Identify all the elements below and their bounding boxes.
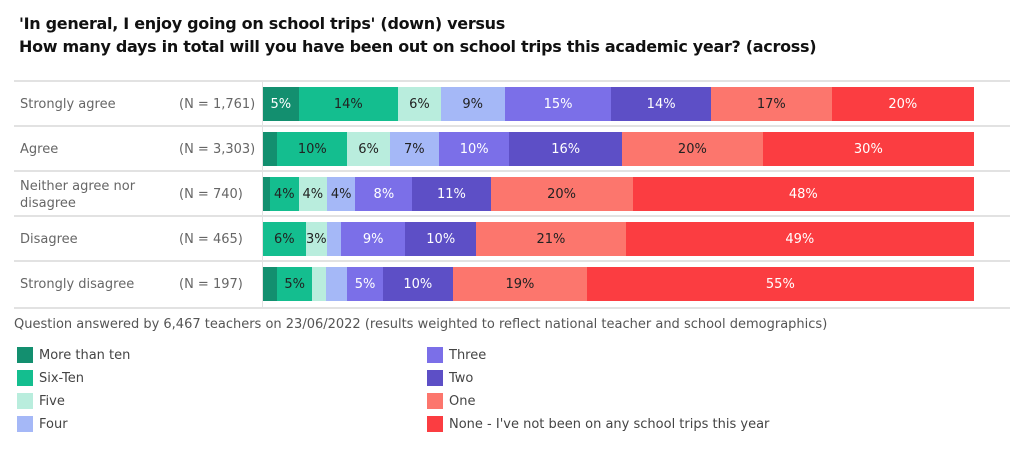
category-label: Strongly agree (20, 97, 116, 112)
legend-swatch (427, 347, 443, 363)
bar-segment (326, 222, 342, 256)
bar-segment: 10% (277, 132, 348, 166)
legend-item: Five (17, 393, 65, 409)
chart-note: Question answered by 6,467 teachers on 2… (14, 317, 828, 332)
legend-label: None - I've not been on any school trips… (449, 416, 770, 432)
bar-segment: 10% (438, 132, 510, 166)
legend-label: More than ten (39, 347, 131, 363)
bar-segment: 19% (453, 267, 587, 301)
category-label: Agree (20, 142, 59, 157)
bar-segment (312, 267, 327, 301)
bar-segment: 48% (632, 177, 974, 211)
stacked-bar: 5% 14% 6% 9% 15% 14% 17% 20% (263, 87, 974, 121)
count-label: (N = 197) (179, 277, 243, 292)
legend-label: Four (39, 416, 68, 432)
bar-segment: 30% (762, 132, 974, 166)
bar-segment: 9% (341, 222, 406, 256)
bar-segment: 15% (504, 87, 612, 121)
bar-row: Strongly disagree (N = 197) 5% 5% 10% 19% 55% (14, 260, 1010, 309)
bar-segment: 5% (263, 87, 299, 121)
bar-segment: 16% (509, 132, 622, 166)
bar-segment: 3% (305, 222, 327, 256)
legend-swatch (17, 393, 33, 409)
bar-segment: 20% (621, 132, 763, 166)
bar-segment: 6% (347, 132, 390, 166)
legend-item: One (427, 393, 475, 409)
category-label: Disagree (20, 232, 78, 247)
bar-segment: 4% (298, 177, 327, 211)
legend-swatch (17, 370, 33, 386)
bar-segment: 17% (710, 87, 832, 121)
category-label: Strongly disagree (20, 277, 135, 292)
bar-segment: 8% (355, 177, 413, 211)
count-label: (N = 740) (179, 187, 243, 202)
chart-subtitle: How many days in total will you have bee… (19, 37, 817, 56)
divider (262, 127, 263, 172)
legend-label: Five (39, 393, 65, 409)
bar-segment: 10% (405, 222, 477, 256)
stacked-bar: 10% 6% 7% 10% 16% 20% 30% (263, 132, 974, 166)
bar-row: Neither agree nor disagree (N = 740) 4% 4% 4… (14, 170, 1010, 217)
divider (262, 82, 263, 127)
legend-swatch (427, 370, 443, 386)
stacked-bar: 4% 4% 4% 8% 11% 20% 48% (263, 177, 974, 211)
count-label: (N = 1,761) (179, 97, 256, 112)
bar-segment: 49% (625, 222, 974, 256)
legend-label: Three (449, 347, 487, 363)
bar-segment: 5% (347, 267, 383, 301)
legend-label: Two (449, 370, 474, 386)
bar-segment: 4% (270, 177, 299, 211)
stacked-bar: 6% 3% 9% 10% 21% 49% (263, 222, 974, 256)
bar-segment: 7% (389, 132, 439, 166)
divider (262, 262, 263, 307)
divider (262, 217, 263, 262)
divider (262, 172, 263, 217)
bar-segment: 9% (440, 87, 505, 121)
bar-segment: 14% (298, 87, 399, 121)
legend-item: None - I've not been on any school trips… (427, 416, 769, 432)
bar-segment: 20% (490, 177, 633, 211)
legend-swatch (427, 416, 443, 432)
bar-segment: 4% (326, 177, 356, 211)
bar-segment: 11% (412, 177, 491, 211)
legend-item: Three (427, 347, 486, 363)
legend-item: More than ten (17, 347, 130, 363)
legend-item: Six-Ten (17, 370, 84, 386)
legend-swatch (17, 416, 33, 432)
count-label: (N = 3,303) (179, 142, 256, 157)
bar-row: Disagree (N = 465) 6% 3% 9% 10% 21% 49% (14, 215, 1010, 262)
bar-segment: 20% (831, 87, 974, 121)
stacked-bar: 5% 5% 10% 19% 55% (263, 267, 974, 301)
legend-item: Four (17, 416, 68, 432)
bar-segment: 21% (476, 222, 626, 256)
bar-segment: 14% (611, 87, 711, 121)
bar-segment (263, 177, 271, 211)
chart-title: 'In general, I enjoy going on school tri… (19, 14, 505, 33)
bar-segment: 10% (382, 267, 454, 301)
legend-swatch (427, 393, 443, 409)
count-label: (N = 465) (179, 232, 243, 247)
category-label: Neither agree nor disagree (20, 178, 136, 211)
bar-segment: 6% (263, 222, 306, 256)
legend-swatch (17, 347, 33, 363)
bar-segment: 5% (277, 267, 313, 301)
bar-segment: 55% (586, 267, 974, 301)
legend-label: One (449, 393, 476, 409)
bar-row: Strongly agree (N = 1,761) 5% 14% 6% 9% 15% 14%… (14, 80, 1010, 127)
bar-segment (263, 132, 278, 166)
bar-row: Agree (N = 3,303) 10% 6% 7% 10% 16% 20% 30% (14, 125, 1010, 172)
legend-label: Six-Ten (39, 370, 85, 386)
bar-segment: 6% (398, 87, 441, 121)
legend-item: Two (427, 370, 473, 386)
bar-segment (326, 267, 348, 301)
bar-segment (263, 267, 278, 301)
